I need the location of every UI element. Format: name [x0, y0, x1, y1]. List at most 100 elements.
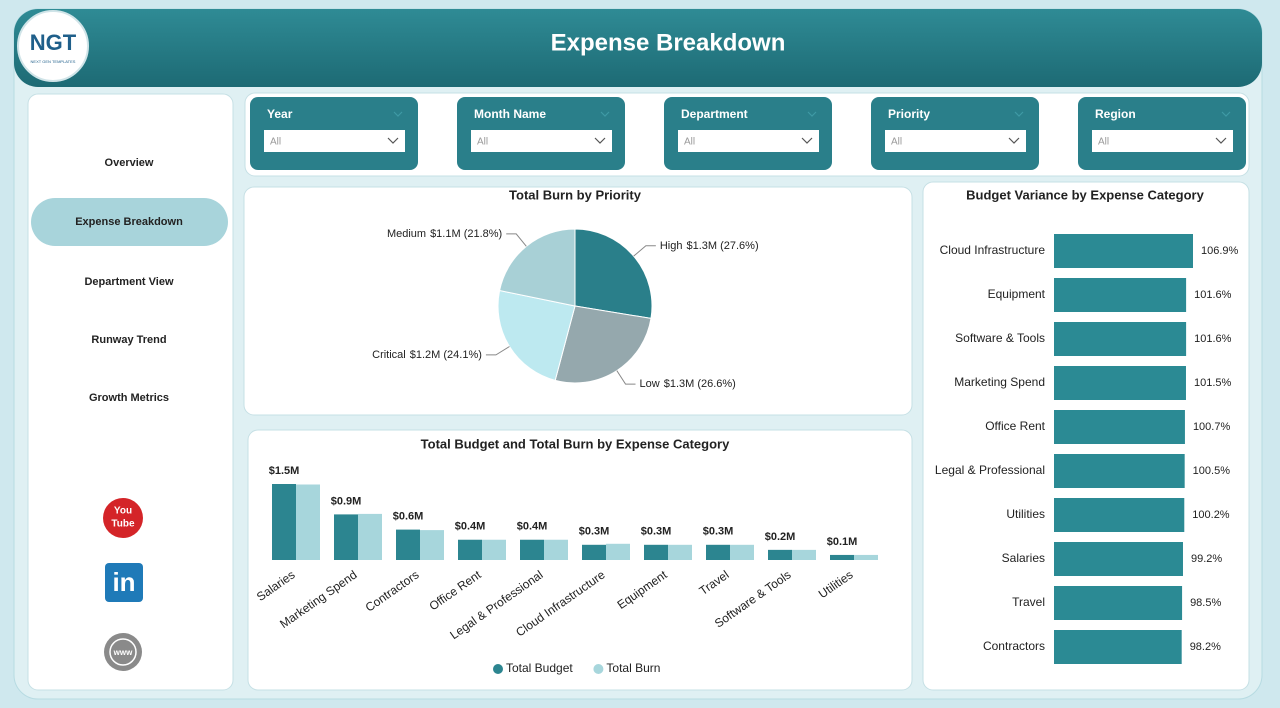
chart-title: Total Budget and Total Burn by Expense C… — [421, 436, 730, 451]
bar-value-label: 99.2% — [1191, 553, 1222, 565]
filter-label: Department — [681, 107, 748, 121]
bar-value-label: $0.4M — [517, 521, 548, 533]
bar — [458, 539, 482, 560]
nav-item[interactable]: Department View — [84, 276, 173, 288]
bar-value-label: $0.3M — [703, 526, 734, 538]
dropdown-chevron — [1008, 137, 1020, 144]
bar-value-label: $0.1M — [827, 536, 858, 548]
filter-chevron — [393, 111, 403, 117]
dropdown — [264, 130, 405, 152]
y-tick-label: Marketing Spend — [954, 375, 1045, 389]
bar — [644, 544, 668, 560]
filter[interactable]: Month Name All — [457, 97, 625, 170]
nav-label: Overview — [105, 157, 154, 169]
dropdown-value: All — [270, 137, 281, 148]
filter-label: Priority — [888, 107, 930, 121]
header-bar — [14, 9, 1262, 87]
youtube-icon[interactable]: You Tube — [103, 498, 143, 538]
nav-selected — [31, 198, 228, 246]
bar — [606, 543, 630, 560]
bar-value-label: 100.5% — [1193, 465, 1231, 477]
filter[interactable]: Year All — [250, 97, 418, 170]
slice-value: $1.1M (21.8%) — [430, 228, 502, 240]
y-tick-label: Office Rent — [985, 419, 1045, 433]
bar — [582, 544, 606, 560]
bar — [482, 539, 506, 560]
bar-value-label: 106.9% — [1201, 245, 1239, 257]
filter[interactable]: Region All — [1078, 97, 1246, 170]
bar — [1054, 454, 1185, 488]
bar — [830, 554, 854, 560]
page-title: Expense Breakdown — [551, 29, 786, 56]
bar — [520, 539, 544, 560]
bar — [854, 554, 878, 560]
bar — [730, 544, 754, 560]
filter-chevron — [1014, 111, 1024, 117]
chart-title: Total Burn by Priority — [509, 187, 642, 202]
icon-text: Tube — [111, 519, 135, 530]
bar-value-label: 101.6% — [1194, 333, 1232, 345]
y-tick-label: Legal & Professional — [935, 463, 1045, 477]
bar — [396, 529, 420, 560]
slice-label: Critical $1.2M (24.1%) — [372, 349, 482, 361]
nav-label: Growth Metrics — [89, 392, 169, 404]
dropdown-value: All — [1098, 137, 1109, 148]
bar — [1054, 542, 1183, 576]
slice-label: Low $1.3M (26.6%) — [640, 378, 736, 390]
chart-title: Budget Variance by Expense Category — [966, 187, 1204, 202]
bar — [792, 549, 816, 560]
logo — [17, 10, 89, 82]
y-tick-label: Travel — [1012, 595, 1045, 609]
bar-value-label: $0.6M — [393, 511, 424, 523]
bar — [1054, 234, 1193, 268]
legend-marker — [593, 664, 604, 674]
pie-slice — [574, 228, 653, 319]
bar — [1054, 278, 1187, 312]
bar — [1054, 366, 1186, 400]
icon-text: You — [114, 506, 132, 517]
dropdown-value: All — [891, 137, 902, 148]
bar — [768, 549, 792, 560]
nav-item[interactable]: Overview — [105, 157, 154, 169]
leader-line — [506, 233, 527, 247]
bar — [1054, 630, 1182, 664]
bar-value-label: 100.2% — [1192, 509, 1230, 521]
nav-label: Department View — [84, 276, 173, 288]
bar — [1054, 498, 1185, 532]
bar — [272, 484, 296, 560]
filter[interactable]: Priority All — [871, 97, 1039, 170]
bar — [1054, 322, 1187, 356]
y-tick-label: Cloud Infrastructure — [940, 243, 1046, 257]
slice-category: High — [660, 240, 683, 252]
bar — [420, 530, 444, 560]
y-tick-label: Salaries — [1002, 551, 1045, 565]
nav-item[interactable]: Growth Metrics — [89, 392, 169, 404]
filter[interactable]: Department All — [664, 97, 832, 170]
web-icon[interactable]: www — [104, 633, 142, 671]
legend-label: Total Burn — [606, 661, 660, 675]
bar — [668, 544, 692, 560]
logo-tagline: NEXT GEN TEMPLATES — [31, 59, 76, 64]
bar — [544, 539, 568, 560]
nav-label: Runway Trend — [91, 334, 166, 346]
bar — [1054, 410, 1185, 444]
bar-value-label: 101.6% — [1194, 289, 1232, 301]
bar — [358, 513, 382, 560]
slice-value: $1.3M (26.6%) — [664, 378, 736, 390]
filter-label: Region — [1095, 107, 1136, 121]
bar-value-label: $0.9M — [331, 495, 362, 507]
dropdown-value: All — [684, 137, 695, 148]
y-tick-label: Contractors — [983, 639, 1045, 653]
bar — [1054, 586, 1183, 620]
nav-item[interactable]: Expense Breakdown — [31, 198, 228, 246]
icon-text: in — [112, 567, 135, 597]
dropdown-chevron — [387, 137, 399, 144]
linkedin-icon[interactable]: in — [105, 563, 143, 602]
pie-slice — [498, 228, 576, 307]
leader-line — [633, 245, 656, 257]
slice-label: Medium $1.1M (21.8%) — [387, 228, 502, 240]
dropdown — [678, 130, 819, 152]
nav-item[interactable]: Runway Trend — [91, 334, 166, 346]
bar-value-label: $1.5M — [269, 465, 300, 477]
